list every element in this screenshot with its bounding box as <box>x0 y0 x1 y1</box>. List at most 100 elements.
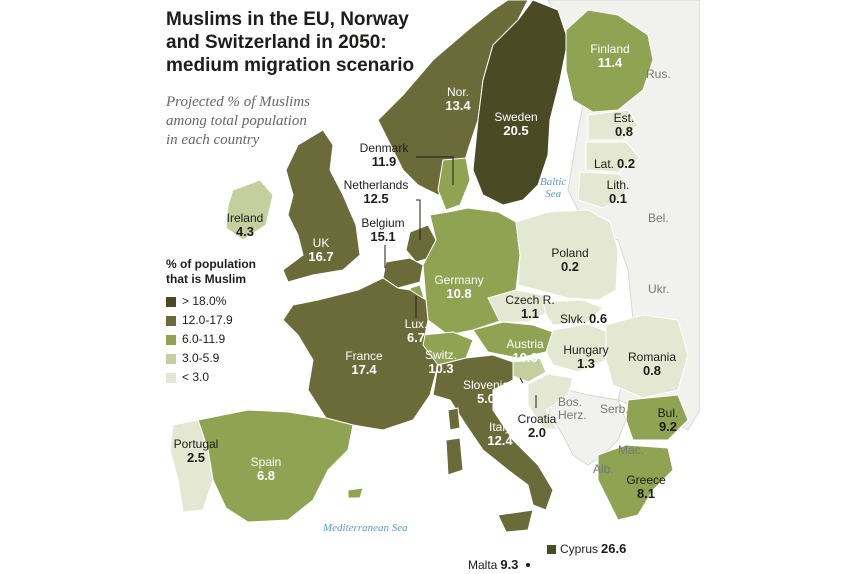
country-value: 15.1 <box>370 229 396 244</box>
label-ukraine: Ukr. <box>648 282 670 296</box>
legend-title-line: that is Muslim <box>166 272 247 286</box>
label-malta: Malta 9.3 <box>468 557 528 573</box>
label-bosnia: Bos. <box>558 395 583 409</box>
label-austria: Austria 10.6 <box>493 337 557 365</box>
country-value: 0.1 <box>608 191 628 206</box>
sea-line: Baltic <box>540 176 567 188</box>
legend-item: > 18.0% <box>166 294 226 308</box>
country-value: 5.0 <box>476 391 496 406</box>
label-macedonia: Mac. <box>618 443 645 457</box>
country-value: 0.6 <box>589 311 608 326</box>
country-name: Hungary <box>563 343 609 357</box>
label-belarus: Bel. <box>648 211 669 225</box>
label-cyprus: Cyprus 26.6 <box>560 541 680 557</box>
label-denmark: Denmark 11.9 <box>351 141 417 169</box>
label-estonia: Est. 0.8 <box>606 111 642 139</box>
country-value: 11.4 <box>597 55 623 70</box>
country-value: 0.2 <box>617 156 636 171</box>
country-name: Ireland <box>226 211 264 225</box>
label-herzegovina: Herz. <box>558 408 587 422</box>
map-svg <box>148 0 700 574</box>
country-name: UK <box>312 236 330 250</box>
country-name: Germany <box>434 273 484 287</box>
country-name: Austria <box>506 337 544 351</box>
country-name: Sweden <box>494 110 538 124</box>
label-serbia: Serb. <box>600 402 629 416</box>
label-russia: Rus. <box>646 67 671 81</box>
country-denmark <box>437 157 471 211</box>
country-italy <box>432 354 554 511</box>
title-line: medium migration scenario <box>166 55 415 76</box>
country-name: Poland <box>551 246 589 260</box>
country-poland <box>515 209 619 301</box>
country-name: Bul. <box>657 406 679 420</box>
label-uk: UK 16.7 <box>306 236 336 264</box>
label-mediterranean-sea: Mediterranean Sea <box>323 522 408 534</box>
label-germany: Germany 10.8 <box>426 273 492 301</box>
label-belgium: Belgium 15.1 <box>353 216 413 244</box>
country-value: 4.3 <box>235 224 255 239</box>
country-uk <box>282 129 361 283</box>
leader-denmark <box>416 156 454 185</box>
country-value: 10.8 <box>446 286 472 301</box>
country-name: Nor. <box>446 85 469 99</box>
country-value: 10.6 <box>512 350 538 365</box>
label-slovenia: Slovenia 5.0 <box>453 378 519 406</box>
legend-title-line: % of population <box>166 257 256 271</box>
label-france: France 17.4 <box>334 349 394 377</box>
country-slovakia <box>542 299 604 326</box>
label-spain: Spain 6.8 <box>236 455 296 483</box>
country-value: 13.4 <box>445 98 471 113</box>
country-name: Lith. <box>606 178 630 192</box>
country-spain-balearic <box>347 487 364 499</box>
country-name: Belgium <box>361 216 405 230</box>
legend-label: 6.0-11.9 <box>182 332 226 346</box>
country-name: Romania <box>627 350 677 364</box>
country-name: Portugal <box>173 437 219 451</box>
country-value: 26.6 <box>601 541 627 556</box>
country-value: 9.2 <box>658 419 678 434</box>
legend-item: 3.0-5.9 <box>166 351 219 365</box>
country-croatia <box>527 373 574 431</box>
country-value: 6.7 <box>406 330 426 345</box>
label-portugal: Portugal 2.5 <box>166 437 226 465</box>
subtitle-line: among total population <box>166 113 307 129</box>
country-hungary <box>545 323 609 373</box>
malta-marker <box>526 563 530 567</box>
country-france-corsica <box>447 407 461 431</box>
country-estonia <box>587 109 639 141</box>
label-norway: Nor. 13.4 <box>438 85 478 113</box>
country-value: 17.4 <box>351 362 377 377</box>
country-value: 16.7 <box>308 249 334 264</box>
legend-item: < 3.0 <box>166 370 209 384</box>
country-value: 2.0 <box>527 425 547 440</box>
country-value: 0.8 <box>642 363 662 378</box>
legend-label: > 18.0% <box>182 294 227 308</box>
country-spain <box>197 409 354 523</box>
country-name: Spain <box>250 455 282 469</box>
country-lithuania <box>577 171 627 209</box>
subtitle-line: Projected % of Muslims <box>166 94 311 110</box>
country-finland <box>565 9 654 113</box>
label-slovakia: Slvk. 0.6 <box>560 311 632 327</box>
country-value: 9.3 <box>500 557 519 572</box>
legend-swatch <box>166 353 176 364</box>
legend-item: 12.0-17.9 <box>166 313 233 327</box>
country-name: Cyprus <box>560 542 599 556</box>
legend-label: < 3.0 <box>182 370 210 384</box>
country-france <box>282 277 439 431</box>
country-name: Greece <box>626 473 666 487</box>
map-title: Muslims in the EU, Norway and Switzerlan… <box>166 8 466 77</box>
country-sweden <box>472 0 569 206</box>
country-value: 1.3 <box>576 356 596 371</box>
legend-label: 3.0-5.9 <box>182 351 220 365</box>
country-name: Malta <box>468 558 498 572</box>
label-baltic-sea: Baltic Sea <box>540 176 566 200</box>
legend-label: 12.0-17.9 <box>182 313 233 327</box>
country-name: Netherlands <box>343 178 409 192</box>
label-romania: Romania 0.8 <box>616 350 688 378</box>
subtitle-line: in each country <box>166 132 260 148</box>
label-croatia: Croatia 2.0 <box>508 412 566 440</box>
country-name: France <box>345 349 383 363</box>
country-value: 10.3 <box>428 361 454 376</box>
